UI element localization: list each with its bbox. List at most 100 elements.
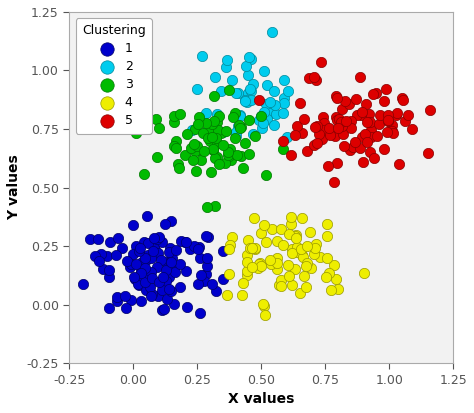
1 [151,247,158,253]
4 [275,282,283,288]
5 [398,95,405,102]
1 [201,278,208,285]
1 [134,280,141,287]
1 [147,268,155,275]
2 [234,122,242,129]
2 [283,134,291,140]
Y-axis label: Y values: Y values [7,154,21,221]
3 [210,93,218,100]
2 [202,129,210,135]
5 [324,163,331,169]
2 [284,88,292,95]
1 [155,250,162,256]
1 [167,259,175,266]
5 [320,126,328,133]
3 [173,137,180,144]
4 [260,221,268,228]
4 [332,276,340,282]
5 [362,101,369,108]
1 [163,259,170,265]
4 [248,245,256,252]
1 [123,257,131,264]
1 [162,221,169,227]
5 [390,130,397,136]
5 [427,107,434,113]
2 [217,88,225,94]
5 [305,75,313,81]
3 [213,119,221,126]
3 [219,141,227,148]
2 [244,71,251,78]
3 [208,121,216,127]
5 [384,117,392,124]
1 [165,274,173,280]
4 [288,250,296,257]
5 [401,118,409,125]
2 [255,116,263,123]
4 [248,264,256,271]
5 [337,119,345,125]
2 [249,80,256,87]
3 [181,152,189,158]
Legend: 1, 2, 3, 4, 5: 1, 2, 3, 4, 5 [75,18,152,134]
2 [223,57,230,63]
4 [292,232,300,238]
5 [335,116,343,123]
5 [311,124,319,131]
3 [251,133,258,140]
1 [162,278,169,285]
1 [99,266,107,273]
1 [158,307,166,314]
1 [165,248,173,255]
3 [190,141,198,147]
1 [162,267,170,273]
3 [187,145,195,151]
3 [225,152,233,159]
4 [268,226,276,233]
1 [197,272,204,278]
4 [261,312,269,318]
2 [202,109,210,116]
1 [142,256,149,263]
2 [249,131,256,137]
3 [237,124,245,131]
1 [113,294,121,300]
4 [246,244,254,251]
1 [158,239,165,246]
5 [384,112,392,119]
4 [310,251,318,257]
3 [202,119,210,126]
4 [298,246,305,252]
4 [273,238,281,244]
1 [153,263,161,270]
3 [235,121,243,128]
5 [388,121,395,128]
3 [211,154,219,161]
3 [195,147,202,153]
1 [132,243,139,249]
5 [375,121,383,127]
1 [132,261,140,268]
3 [153,116,160,123]
4 [289,281,296,288]
1 [145,252,152,259]
1 [154,293,161,299]
1 [177,261,184,267]
5 [381,146,388,152]
1 [202,271,210,277]
3 [241,140,249,147]
4 [285,231,292,238]
1 [91,252,99,259]
5 [373,133,381,140]
4 [252,244,259,251]
5 [332,113,340,120]
1 [219,275,227,282]
3 [197,157,205,164]
2 [270,88,278,94]
4 [257,230,264,236]
1 [136,247,143,254]
4 [322,273,330,280]
2 [280,95,287,102]
3 [236,125,244,131]
5 [293,122,301,129]
